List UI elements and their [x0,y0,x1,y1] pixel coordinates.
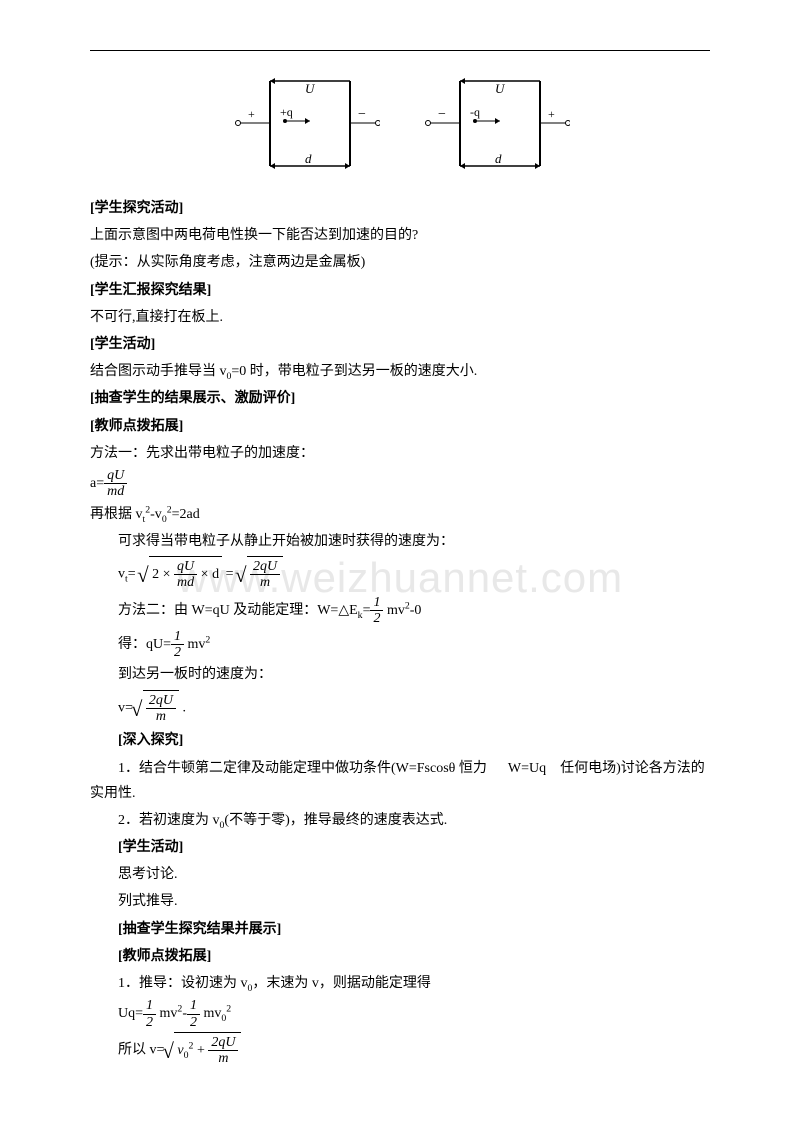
formula-vt: vt= 2 × qUmd × d = 2qUm [90,556,710,593]
circuit-diagrams: U + − +q d U [90,71,710,181]
text-line: 不可行,直接打在板上. [90,305,710,330]
svg-text:+: + [548,107,555,121]
text-line: (提示：从实际角度考虑，注意两边是金属板) [90,250,710,275]
svg-text:+: + [248,107,255,121]
text-line: 1．结合牛顿第二定律及动能定理中做功条件(W=Fscosθ 恒力 W=Uq 任何… [90,756,710,806]
text-line: 可求得当带电粒子从静止开始被加速时获得的速度为： [90,529,710,554]
svg-text:U: U [495,81,506,96]
heading-teacher-expand-2: [教师点拨拓展] [90,944,710,969]
heading-check-result: [抽查学生的结果展示、激励评价] [90,386,710,411]
diagram-left: U + − +q d [230,71,380,181]
text-line: 再根据 vt2-v02=2ad [90,502,710,527]
heading-student-activity-2: [学生活动] [90,835,710,860]
svg-text:U: U [305,81,316,96]
text-line: 方法二：由 W=qU 及动能定理：W=△Ek=12 mv2-0 [90,595,710,627]
formula-Uq: Uq=12 mv2-12 mv02 [90,998,710,1030]
formula-final-v: 所以 v=v02 + 2qUm [90,1032,710,1069]
svg-text:−: − [358,107,366,122]
text-line: 2．若初速度为 v0(不等于零)，推导最终的速度表达式. [90,808,710,833]
formula-v: v=2qUm . [90,690,710,727]
formula-acceleration: a=qUmd [90,468,710,500]
diagram-right: U − + -q d [420,71,570,181]
heading-check-show: [抽查学生探究结果并展示] [90,917,710,942]
svg-text:d: d [305,151,312,166]
heading-teacher-expand: [教师点拨拓展] [90,414,710,439]
text-line: 列式推导. [90,889,710,914]
heading-deep-explore: [深入探究] [90,728,710,753]
text-line: 得：qU=12 mv2 [90,629,710,661]
heading-student-explore: [学生探究活动] [90,196,710,221]
svg-text:d: d [495,151,502,166]
text-line: 结合图示动手推导当 v0=0 时，带电粒子到达另一板的速度大小. [90,359,710,384]
heading-student-report: [学生汇报探究结果] [90,278,710,303]
svg-text:+q: +q [280,105,293,119]
heading-student-activity: [学生活动] [90,332,710,357]
text-line: 1．推导：设初速为 v0，末速为 v，则据动能定理得 [90,971,710,996]
text-line: 到达另一板时的速度为： [90,662,710,687]
text-line: 上面示意图中两电荷电性换一下能否达到加速的目的? [90,223,710,248]
text-line: 思考讨论. [90,862,710,887]
svg-text:−: − [438,107,446,122]
svg-text:-q: -q [470,105,480,119]
text-line: 方法一：先求出带电粒子的加速度： [90,441,710,466]
